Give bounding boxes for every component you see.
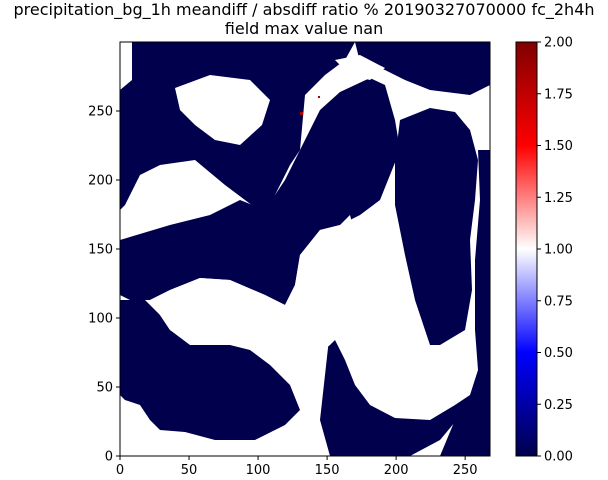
y-tick-label: 100 [88, 312, 113, 327]
chart-title-line1: precipitation_bg_1h meandiff / absdiff r… [13, 0, 595, 19]
colorbar-gradient [516, 42, 537, 456]
colorbar [515, 41, 538, 457]
colorbar-tick-label: 0.25 [544, 398, 573, 413]
x-tick-label: 150 [315, 463, 340, 478]
colorbar-tick-label: 1.25 [544, 191, 573, 206]
y-tick-label: 150 [88, 243, 113, 258]
x-tick-label: 100 [246, 463, 271, 478]
x-tick-label: 250 [453, 463, 478, 478]
colorbar-tick-label: 0.00 [544, 450, 573, 465]
heatmap-region [355, 42, 490, 95]
heatmap-region [395, 108, 478, 345]
y-tick-label: 250 [88, 105, 113, 120]
x-tick-label: 200 [384, 463, 409, 478]
y-tick-label: 50 [96, 381, 113, 396]
colorbar-ticks: 0.00 0.25 0.50 0.75 1.00 1.25 1.50 1.75 2.00 [537, 36, 573, 465]
heatmap-region [300, 112, 303, 115]
heatmap-field [120, 42, 490, 456]
y-tick-label: 0 [105, 450, 113, 465]
colorbar-tick-label: 1.50 [544, 139, 573, 154]
colorbar-tick-label: 0.75 [544, 294, 573, 309]
y-tick-label: 200 [88, 174, 113, 189]
heatmap-region [150, 215, 355, 360]
colorbar-tick-label: 1.75 [544, 87, 573, 102]
heatmap-region [335, 55, 385, 80]
heatmap-region [320, 330, 470, 456]
heatmap-region [440, 150, 490, 456]
heatmap-region [318, 96, 320, 98]
heatmap-region [120, 42, 132, 90]
chart-title-line2: field max value nan [224, 19, 384, 38]
heatmap-region [175, 75, 270, 145]
colorbar-tick-label: 0.50 [544, 346, 573, 361]
colorbar-tick-label: 1.00 [544, 243, 573, 258]
colorbar-tick-label: 2.00 [544, 36, 573, 51]
x-tick-label: 50 [181, 463, 198, 478]
y-axis: 0 50 100 150 200 250 [88, 105, 120, 465]
x-axis: 0 50 100 150 200 250 [116, 456, 478, 478]
heatmap-region [120, 300, 300, 440]
x-tick-label: 0 [116, 463, 124, 478]
heatmap-region [120, 78, 400, 305]
